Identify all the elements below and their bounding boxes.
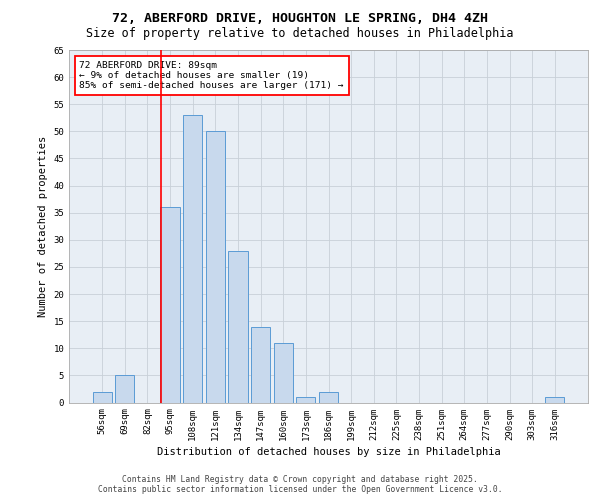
Text: Size of property relative to detached houses in Philadelphia: Size of property relative to detached ho…: [86, 28, 514, 40]
Bar: [274, 343, 293, 402]
Bar: [160, 208, 180, 402]
Bar: [545, 397, 565, 402]
Bar: [319, 392, 338, 402]
Text: Contains HM Land Registry data © Crown copyright and database right 2025.: Contains HM Land Registry data © Crown c…: [122, 474, 478, 484]
Bar: [251, 326, 270, 402]
Y-axis label: Number of detached properties: Number of detached properties: [38, 136, 48, 317]
Bar: [183, 115, 202, 403]
Bar: [92, 392, 112, 402]
Text: 72, ABERFORD DRIVE, HOUGHTON LE SPRING, DH4 4ZH: 72, ABERFORD DRIVE, HOUGHTON LE SPRING, …: [112, 12, 488, 26]
X-axis label: Distribution of detached houses by size in Philadelphia: Distribution of detached houses by size …: [157, 446, 500, 456]
Bar: [229, 250, 248, 402]
Bar: [115, 376, 134, 402]
Text: Contains public sector information licensed under the Open Government Licence v3: Contains public sector information licen…: [98, 484, 502, 494]
Bar: [296, 397, 316, 402]
Text: 72 ABERFORD DRIVE: 89sqm
← 9% of detached houses are smaller (19)
85% of semi-de: 72 ABERFORD DRIVE: 89sqm ← 9% of detache…: [79, 60, 344, 90]
Bar: [206, 132, 225, 402]
